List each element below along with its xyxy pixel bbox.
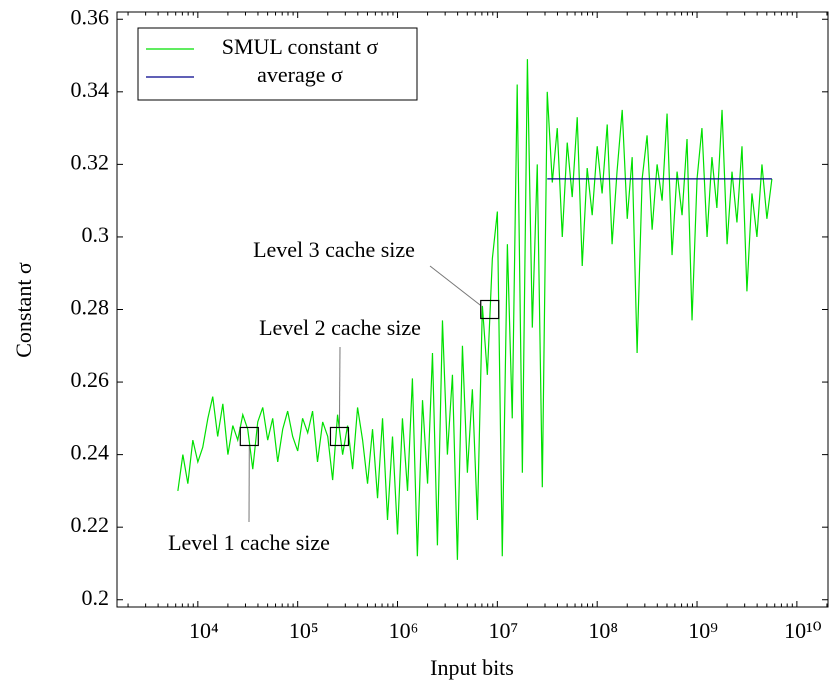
plot-frame <box>116 11 829 608</box>
x-tick-label: 10⁹ <box>688 618 718 643</box>
annotation-pointer <box>338 346 341 428</box>
x-tick-label: 10⁴ <box>189 618 219 643</box>
legend-label: average σ <box>257 62 343 87</box>
annotation-box <box>329 426 350 447</box>
annotation-box <box>239 426 259 447</box>
data-line <box>177 59 773 560</box>
y-tick-label: 0.32 <box>71 149 110 174</box>
annotation-pointer <box>429 265 482 306</box>
y-tick-label: 0.2 <box>82 585 110 610</box>
y-tick-label: 0.22 <box>71 512 110 537</box>
y-tick-label: 0.26 <box>71 367 110 392</box>
x-tick-label: 10⁸ <box>588 618 618 643</box>
y-tick-label: 0.3 <box>82 222 110 247</box>
x-tick-label: 10⁵ <box>289 618 319 643</box>
annotation-label: Level 2 cache size <box>259 315 421 340</box>
x-tick-label: 10⁷ <box>489 618 519 643</box>
y-axis-label: Constant σ <box>11 262 36 358</box>
annotation-label: Level 3 cache size <box>253 237 415 262</box>
y-tick-label: 0.24 <box>71 440 110 465</box>
y-tick-label: 0.34 <box>71 77 110 102</box>
x-axis-label: Input bits <box>430 655 514 680</box>
x-tick-label: 10¹⁰ <box>784 618 822 643</box>
legend-label: SMUL constant σ <box>222 34 379 59</box>
annotation-label: Level 1 cache size <box>168 530 330 555</box>
y-tick-label: 0.36 <box>71 4 110 29</box>
y-tick-label: 0.28 <box>71 295 110 320</box>
annotation-box <box>480 299 500 320</box>
x-tick-label: 10⁶ <box>389 618 419 643</box>
legend-box <box>137 27 418 101</box>
